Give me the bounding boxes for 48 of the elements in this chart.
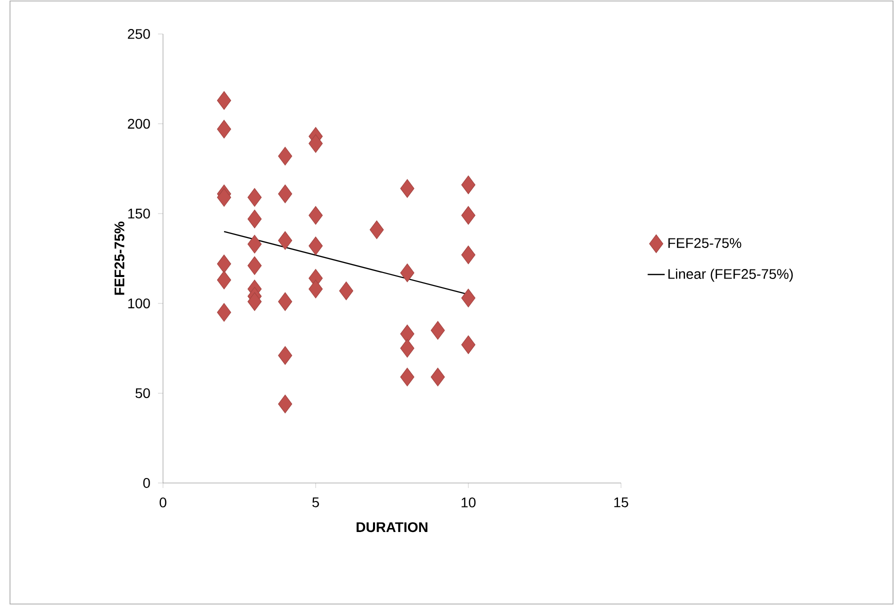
point [217, 303, 232, 322]
point [400, 368, 414, 386]
point [308, 206, 323, 225]
point [308, 236, 323, 256]
point [217, 254, 232, 274]
point [278, 231, 292, 250]
legend-label: Linear (FEF25-75%) [668, 268, 793, 282]
point [278, 184, 292, 204]
x-tick-label: 0 [160, 498, 166, 508]
point [308, 280, 323, 298]
point [278, 292, 292, 311]
point [308, 134, 323, 153]
point [400, 179, 414, 198]
point [248, 292, 262, 311]
y-tick-label: 150 [128, 208, 150, 219]
y-tick-label: 50 [136, 388, 150, 398]
point [430, 368, 445, 386]
point [217, 91, 232, 110]
x-tick-label: 10 [462, 498, 476, 508]
point [217, 120, 232, 138]
point [461, 335, 476, 354]
point [217, 188, 232, 207]
point [430, 321, 445, 340]
point [400, 264, 414, 282]
y-tick-label: 100 [128, 298, 150, 308]
point [248, 188, 262, 207]
point [248, 210, 262, 228]
y-tick-label: 200 [128, 118, 150, 129]
y-tick-label: 0 [143, 478, 150, 488]
y-axis-title: FEF25-75% [114, 222, 124, 295]
point [248, 256, 262, 275]
point [278, 394, 292, 414]
point [461, 288, 476, 308]
point [217, 270, 232, 290]
x-axis-title: DURATION [356, 522, 428, 532]
x-tick-label: 5 [312, 498, 319, 508]
point [461, 246, 476, 264]
point [461, 176, 476, 194]
point [400, 338, 414, 358]
x-tick-label: 15 [614, 498, 628, 508]
legend-label: FEF25-75% [668, 238, 742, 248]
point [248, 234, 262, 254]
point [339, 282, 354, 300]
point [278, 346, 292, 365]
point [370, 220, 384, 240]
point [461, 206, 476, 225]
point [278, 146, 292, 166]
y-tick-label: 250 [128, 29, 150, 39]
